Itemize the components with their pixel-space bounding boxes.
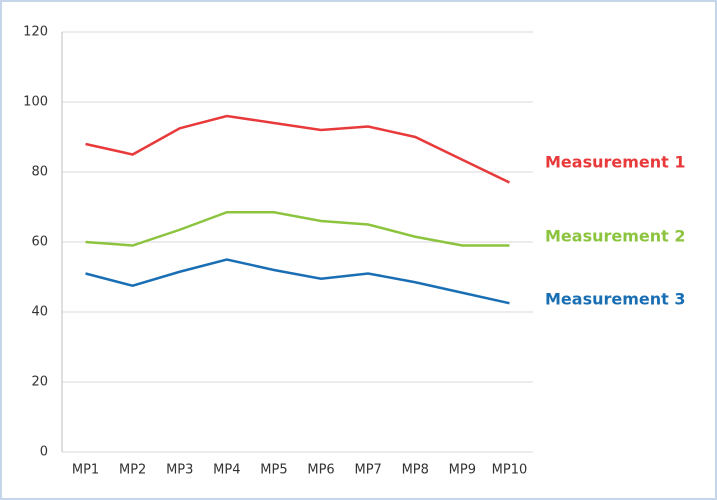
x-tick-label: MP2 (119, 463, 146, 478)
series-label: Measurement 2 (545, 227, 686, 246)
series-line (85, 211, 510, 247)
y-tick-label: 0 (40, 445, 48, 460)
x-tick-label: MP3 (166, 463, 193, 478)
y-tick-label: 20 (31, 375, 48, 390)
x-tick-label: MP4 (213, 463, 240, 478)
y-tick-label: 40 (31, 305, 48, 320)
series-label: Measurement 1 (545, 153, 686, 172)
series-line (85, 258, 510, 305)
series-label: Measurement 3 (545, 290, 686, 309)
series-line (85, 114, 510, 184)
x-tick-label: MP6 (307, 463, 334, 478)
y-tick-label: 60 (31, 235, 48, 250)
x-tick-label: MP9 (449, 463, 476, 478)
y-tick-label: 100 (23, 95, 48, 110)
x-tick-label: MP5 (260, 463, 287, 478)
x-tick-label: MP10 (492, 463, 528, 478)
x-tick-label: MP8 (402, 463, 429, 478)
x-tick-label: MP1 (72, 463, 99, 478)
y-tick-label: 80 (31, 165, 48, 180)
y-tick-label: 120 (23, 25, 48, 40)
x-tick-label: MP7 (354, 463, 381, 478)
